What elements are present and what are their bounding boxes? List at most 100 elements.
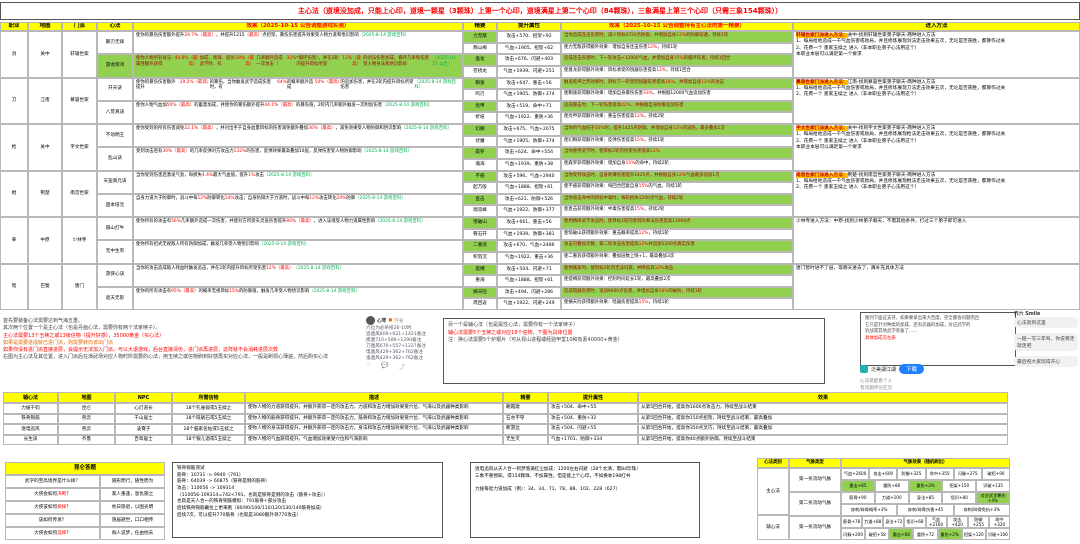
effect2-cell[interactable]: 造成暗器伤害时，追加9600点伤害，并增加自身 18% 的破防，持续1轮 xyxy=(561,286,793,299)
card-link[interactable]: 具体加成见左表 xyxy=(865,335,896,341)
effect2-cell[interactable]: 使幻狮获得额外效果：反弹伤害提高 15% ，持续1轮 xyxy=(561,135,793,148)
mer-cell[interactable]: 重伤+3% xyxy=(908,479,943,492)
aux-col-header[interactable]: 辅心法 xyxy=(3,392,58,403)
aux-col-header[interactable]: NPC xyxy=(115,392,172,403)
effect1-cell[interactable]: 使你所有的攻击有 56% 几率额外造成一次伤害，并使对方所受天灵盖伤害提升 80% （最… xyxy=(133,217,463,241)
social-post-card[interactable]: 心琴 ● 环雀 六位为必杀技26-10时 追遁风809+621+1421备注 疾遁7… xyxy=(366,316,440,384)
essence-cell[interactable]: 折枝 xyxy=(463,112,497,124)
effect1-cell[interactable]: 使你所有招式无视敌人所有防御加成，触发几率受人物悟识影响 （2025-8-14 游… xyxy=(133,240,463,264)
col-header-essence[interactable]: 精要 xyxy=(463,22,497,31)
mer-cell[interactable]: 攻击+600 xyxy=(869,468,898,480)
method-cell[interactable]: 不动明王 xyxy=(97,124,133,148)
sect-cell[interactable]: 慕容世家 xyxy=(62,77,97,124)
aux-col-header[interactable]: 描述 xyxy=(245,392,503,403)
aux-cell[interactable]: 使你人物的气血获得提升，气血增加效果受穴位和气海影响 xyxy=(245,434,503,445)
stats-cell[interactable]: 气血+1939、防御+381 xyxy=(497,228,561,241)
job-cell[interactable]: 剑 xyxy=(0,31,28,78)
essence-cell[interactable]: 磐石开 xyxy=(463,228,497,241)
essence-cell[interactable]: 直击 xyxy=(463,193,497,206)
method-cell[interactable]: 遮天无影 xyxy=(97,286,133,310)
mer-cell[interactable]: 穿刺/碎骨免抗+3% xyxy=(953,504,1010,516)
stats-cell[interactable]: 攻击+504、闪避+71 xyxy=(497,263,561,276)
method-cell[interactable]: 天罡真元诀 xyxy=(97,170,133,194)
effect2-cell[interactable]: 攻击可叠加次数，第二轮攻击伤害提高 12% 并追加1200点真实伤害 xyxy=(561,240,793,252)
mer-cell[interactable]: 穿刺/碎骨伤害+45 xyxy=(897,504,954,516)
stats-cell[interactable]: 气血+1922、重防+36 xyxy=(497,112,561,124)
mer-cell[interactable]: 对应武学暴伤+4% xyxy=(976,491,1010,504)
entry-cell[interactable]: 南宫世家门派进入方法：荆楚-找到南宫世家弟子聊天-两种进入方法 1、每局给他造成一… xyxy=(793,170,1080,217)
mer-cell[interactable]: 重击+68 xyxy=(889,528,914,540)
aux-col-header[interactable]: 地图 xyxy=(58,392,115,403)
map-cell[interactable]: 江南 xyxy=(28,77,62,124)
mer-cell[interactable]: 筋骨+90 xyxy=(841,491,875,504)
stats-cell[interactable]: 攻击+621、防御+526 xyxy=(497,193,561,206)
essence-cell[interactable]: 鞘速 xyxy=(463,77,497,90)
qa-question[interactable]: 大侠会如何 选择？ xyxy=(5,527,100,540)
chat-item[interactable]: 最后祝大家玩得开心 xyxy=(1014,356,1078,367)
method-cell[interactable]: 无中生有 xyxy=(97,240,133,264)
effect2-cell[interactable]: 造成重击时，下一轮伤害提高 42% ，并根据自身防御追加伤害 xyxy=(561,100,793,113)
mer-cell[interactable]: 破招+58 xyxy=(865,528,890,540)
entry-cell[interactable]: 轩辕世家门派进入方法：关中-找到轩辕世家弟子聊天-两种进入方法 1、每局给他造成一… xyxy=(793,31,1080,78)
aux-cell[interactable]: 18个银儿酒或5玉椟之 xyxy=(172,434,245,445)
col-header-entry[interactable]: 进入方法 xyxy=(793,22,1080,31)
aux-cell[interactable]: 百草居士 xyxy=(115,434,172,445)
stats-cell[interactable]: 气血+1922、防御+377 xyxy=(497,205,561,217)
stats-cell[interactable]: 攻击+624、命中+554 xyxy=(497,147,561,159)
aux-cell[interactable]: 长生诀 xyxy=(3,434,58,445)
map-cell[interactable]: 关中 xyxy=(28,31,62,78)
mer-cell[interactable]: 重防+80 xyxy=(874,479,909,492)
essence-cell[interactable]: 提缚 xyxy=(463,263,497,276)
effect2-cell[interactable]: 使用精研武学攻击时，使目标2轮内受到的拳法伤害提高12000点 xyxy=(561,217,793,229)
effect1-cell[interactable]: 使你人物气血加 50% （最高） 的蓄意加成，并使你的暴伤额外提升 44.1% （最高）的… xyxy=(133,100,463,124)
mer-cell[interactable]: 悟识+80 xyxy=(942,491,977,504)
mer-cell[interactable]: 身法+85 xyxy=(908,491,943,504)
mer-cell[interactable]: 防御+255 xyxy=(967,515,989,529)
mer-type-cell[interactable]: 第一条流动气脉 xyxy=(789,468,841,492)
aux-cell[interactable]: 逐电追风 xyxy=(3,424,58,435)
method-cell[interactable]: 隔山打牛 xyxy=(97,217,133,241)
essence-cell[interactable]: 重海 xyxy=(463,275,497,287)
download-button[interactable]: 下载 xyxy=(899,364,925,374)
like-icon[interactable]: ♡ xyxy=(366,362,372,369)
aux-cell[interactable]: 攻击+504、命中+55 xyxy=(548,403,638,414)
effect2-cell[interactable]: 使摘天险获得额外效果：暗器伤害提高 15% ，持续1轮 xyxy=(561,298,793,310)
mer-type-cell[interactable]: 第二条流动气脉 xyxy=(789,492,841,516)
qa-question[interactable]: 大侠该如何 抉择？ xyxy=(5,501,100,514)
mer-cell[interactable]: 重伤+2% xyxy=(937,528,962,540)
job-cell[interactable]: 拳 xyxy=(0,217,28,264)
stats-cell[interactable]: 攻击+647、重击+56 xyxy=(497,77,561,90)
effect2-cell[interactable]: 使鞘速获得额外效果：增加自身暴伤伤害 33% ，并根据12000气血追加伤害 xyxy=(561,89,793,101)
effect2-cell[interactable]: 使森罗获得额外效果：增加自身 15% 的命中，持续2轮 xyxy=(561,158,793,171)
aux-cell[interactable]: 朝霞歌 xyxy=(503,403,548,414)
qa-answer[interactable]: 他日隐退，以图光明 xyxy=(100,501,165,514)
map-cell[interactable]: 荆楚 xyxy=(28,170,62,217)
aux-col-header[interactable]: 效果 xyxy=(638,392,1008,403)
comment-icon[interactable]: 💬 xyxy=(381,362,389,369)
col-header-map[interactable]: 地图 xyxy=(28,22,62,31)
aux-cell[interactable]: 从第5回合开始，提高你1600点攻击力，持续至战斗结束 xyxy=(638,403,1008,414)
effect2-cell[interactable]: 使直击获得额外效果：中毒伤害提高 15% ，持续2轮 xyxy=(561,205,793,217)
stats-cell[interactable]: 攻击+675、气血+2075 xyxy=(497,124,561,136)
aux-cell[interactable]: 使你人物的力道获得提升，并额外获得一定的攻击力，力道和攻击力增加效果受穴位、气海… xyxy=(245,403,503,414)
aux-cell[interactable]: 从第5回合开始，提高你40点额外防御，持续至战斗结束 xyxy=(638,434,1008,445)
aux-cell[interactable]: 攻击+504、重防+32 xyxy=(548,413,638,424)
effect2-cell[interactable]: 使力无敌获得额外效果：增加自身连击伤害 12% ，持续1轮 xyxy=(561,42,793,55)
qa-answer[interactable]: 隐居避世，口口相传 xyxy=(100,514,165,527)
mer-cell[interactable]: 力道+88 xyxy=(862,515,884,529)
stats-cell[interactable]: 气血+1888、招架+61 xyxy=(497,275,561,287)
method-cell[interactable]: 乱山诀 xyxy=(97,147,133,171)
entry-cell[interactable]: 唐门暂时进不了层，等哪天进去了，再补充具体方法 xyxy=(793,263,1080,310)
essence-cell[interactable]: 森罗 xyxy=(463,147,497,159)
effect2-cell[interactable]: 使提缚获得额外效果：控制时间延长1轮，最高叠加2次 xyxy=(561,275,793,287)
sect-cell[interactable]: 宇文世家 xyxy=(62,124,97,171)
map-cell[interactable]: 巴蜀 xyxy=(28,263,62,310)
stats-cell[interactable]: 攻击+661、重击+56 xyxy=(497,217,561,229)
effect2-cell[interactable]: 使不惑获得额外效果：每回合回复自身 15% 的气血，持续1轮 xyxy=(561,182,793,194)
essence-cell[interactable]: 瀚海 xyxy=(463,158,497,171)
effect1-cell[interactable]: 使你受到的所有伤害减免 22.1% （最高） ，并对出手于自身血量目标的伤害减免额外叠… xyxy=(133,124,463,148)
col-header-stats[interactable]: 提升属性 xyxy=(497,22,561,31)
mer-cell[interactable]: 穿刺/碎骨概率+3% xyxy=(841,504,898,516)
mer-cell[interactable]: 气血+2100 xyxy=(925,515,947,529)
mer-cell[interactable]: 识破+135 xyxy=(976,479,1010,492)
